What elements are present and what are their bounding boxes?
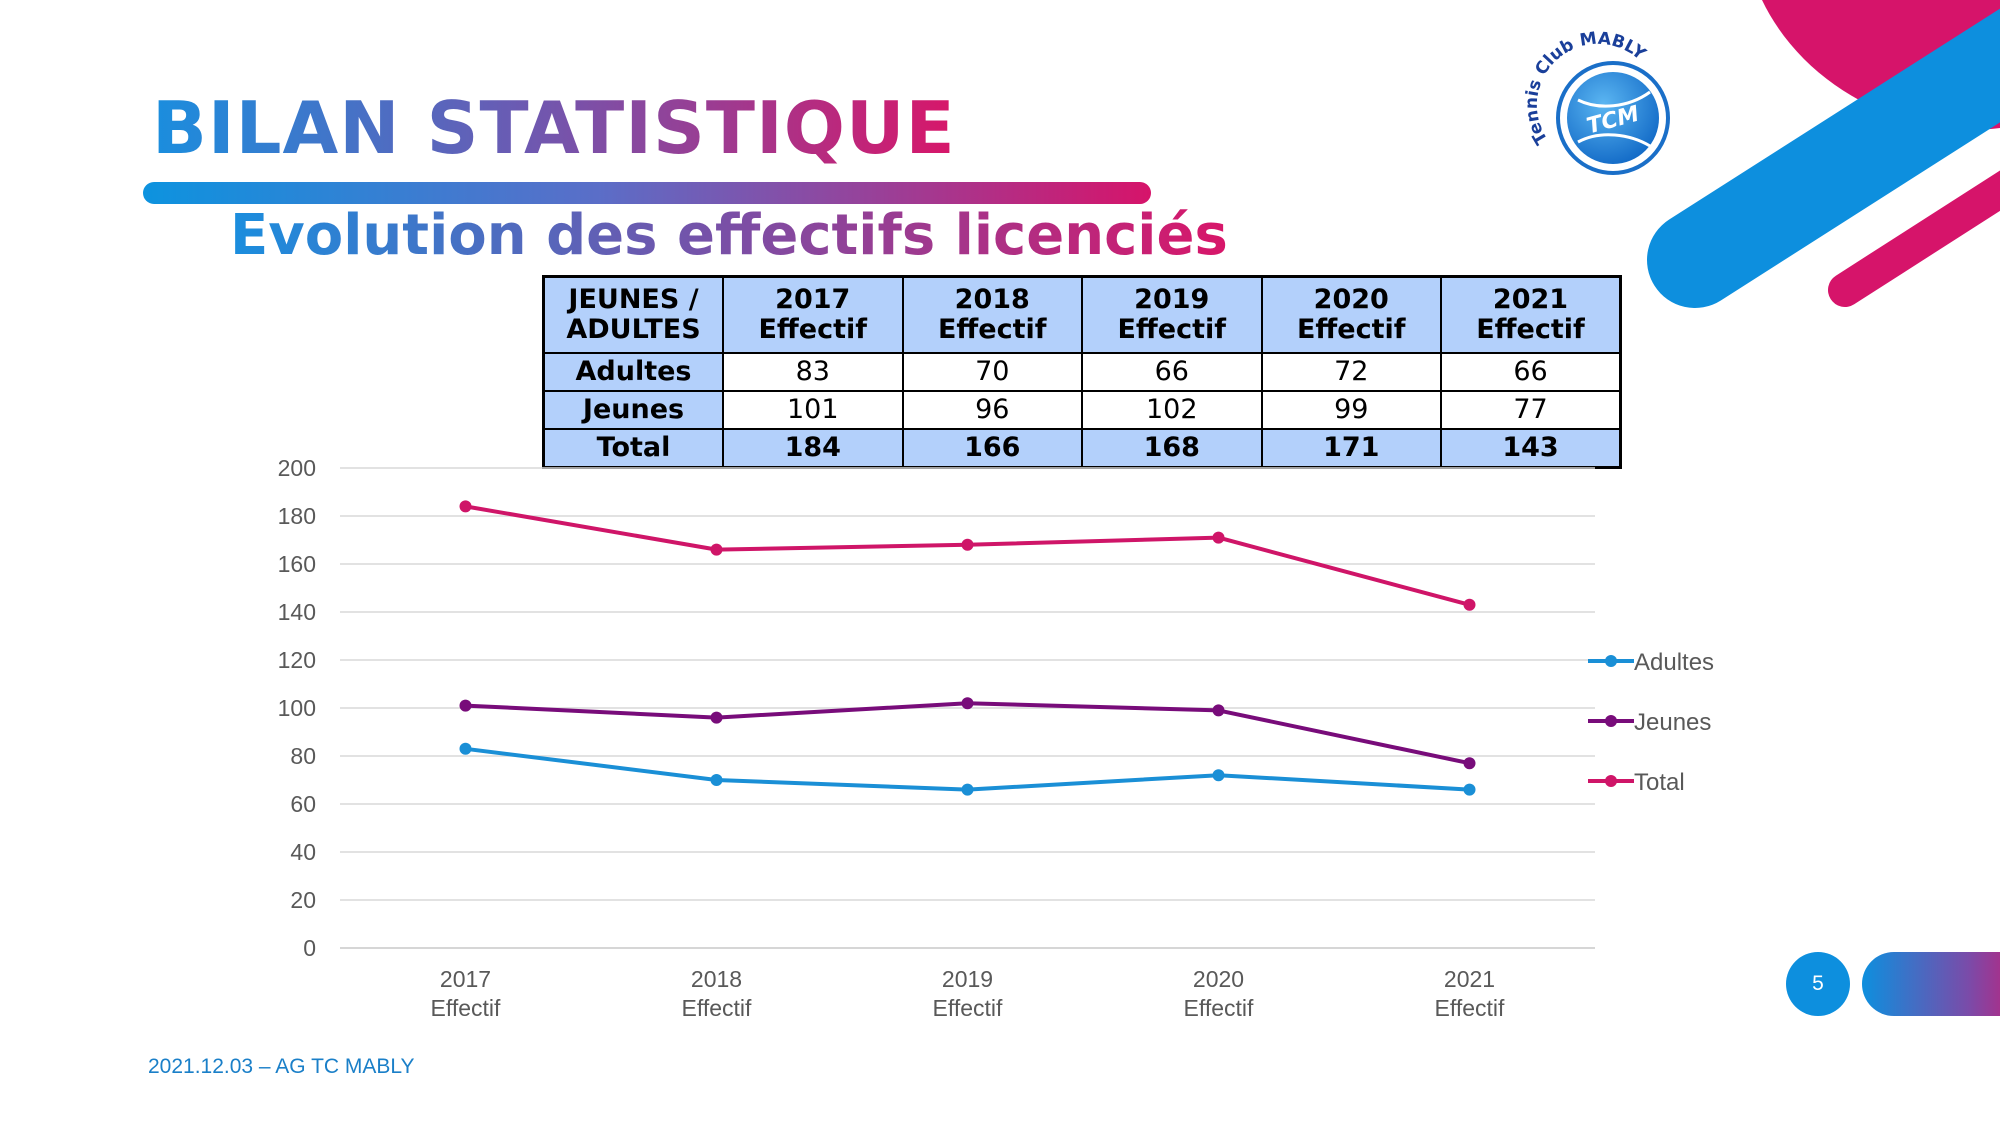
tennis-club-logo: TCM Tennis Club MABLY [1522,30,1670,175]
x-tick-label: 2017 [440,966,491,992]
y-tick-label: 80 [290,743,316,769]
x-tick-label: Effectif [933,995,1003,1021]
table-cell: 99 [1260,390,1442,430]
blue-diagonal-band [1647,8,2000,308]
pink-diagonal-band [1828,170,2000,307]
row-label: Adultes [542,352,724,392]
row-label: Jeunes [542,390,724,430]
column-label: Effectif [1476,314,1585,345]
column-year: 2018 [954,284,1030,316]
data-point [459,699,472,712]
column-year: 2021 [1492,284,1569,316]
title-underline-bar [143,182,1151,204]
table-cell: 77 [1440,390,1622,430]
decorative-pill [1862,952,2000,1016]
table-cell: 96 [901,390,1083,430]
table-header-row: JEUNES / ADULTES 2017 Effectif 2018 Effe… [542,275,1622,354]
table-cell: 66 [1081,352,1263,392]
x-tick-label: 2021 [1444,966,1495,992]
table-cell: 70 [901,352,1083,392]
x-tick-label: 2018 [691,966,742,992]
column-year: 2019 [1134,284,1210,316]
data-point [1212,704,1225,717]
page-number: 5 [1786,952,1850,1016]
table-cell: 101 [722,390,904,430]
corner-header-line1: JEUNES / [568,284,699,316]
data-point [961,697,974,710]
data-point [459,500,472,513]
table-row-jeunes: Jeunes 101 96 102 99 77 [542,390,1622,430]
column-year: 2020 [1313,284,1389,316]
y-tick-label: 200 [278,455,316,481]
table-cell: 184 [722,428,904,469]
table-cell: 102 [1081,390,1263,430]
column-label: Effectif [1117,314,1227,345]
table-cell: 72 [1260,352,1442,392]
column-label: Effectif [758,314,868,345]
table-cell: 66 [1440,352,1622,392]
legend-label: Adultes [1634,649,1714,676]
legend-label: Total [1634,769,1685,796]
series-line-adultes [465,746,1470,792]
table-cell: 168 [1081,428,1263,469]
table-cell: 83 [722,352,904,392]
data-point [1212,531,1225,544]
column-year: 2017 [775,284,851,316]
series-line-total [465,504,1471,607]
data-point [459,742,472,755]
column-label: Effectif [937,314,1047,345]
table-row-total: Total 184 166 168 171 143 [542,428,1622,469]
table-cell: 143 [1440,428,1622,469]
y-tick-label: 160 [278,551,316,577]
y-tick-label: 20 [290,887,316,913]
table-column-header: 2017 Effectif [722,275,904,354]
data-point [1212,769,1225,782]
y-tick-label: 60 [290,791,316,817]
slide-subtitle: Evolution des effectifs licenciés [230,203,1228,268]
data-point [961,538,974,551]
data-point [710,543,723,556]
y-tick-label: 0 [303,935,316,961]
slide-title: BILAN STATISTIQUE [152,86,956,170]
statistics-table: JEUNES / ADULTES 2017 Effectif 2018 Effe… [542,275,1622,469]
y-tick-label: 180 [278,503,316,529]
legend-label: Jeunes [1634,709,1711,736]
row-label: Total [542,428,724,469]
data-point [710,711,723,724]
data-point [1463,598,1476,611]
data-point [1463,783,1476,796]
table-cell: 166 [901,428,1083,469]
legend-swatch-marker [1605,775,1617,787]
data-point [1463,757,1476,770]
legend-swatch-marker [1605,715,1617,727]
table-column-header: 2020 Effectif [1260,275,1442,354]
table-row-adultes: Adultes 83 70 66 72 66 [542,352,1622,392]
corner-header-line2: ADULTES [566,314,701,345]
x-tick-label: Effectif [1435,995,1505,1021]
x-tick-label: Effectif [1184,995,1254,1021]
column-label: Effectif [1296,314,1406,345]
data-point [710,774,723,786]
footer-date: 2021.12.03 – AG TC MABLY [148,1055,415,1078]
legend-swatch-marker [1605,655,1617,667]
y-tick-label: 40 [290,839,316,865]
data-point [961,783,974,796]
table-cell: 171 [1260,428,1442,469]
table-column-header: 2018 Effectif [901,275,1083,354]
x-tick-label: 2020 [1193,966,1244,992]
x-tick-label: Effectif [682,995,752,1021]
x-tick-label: Effectif [431,995,501,1021]
table-corner-header: JEUNES / ADULTES [542,275,724,354]
series-line-jeunes [465,701,1470,766]
y-tick-label: 140 [278,599,316,625]
y-tick-label: 100 [278,695,316,721]
table-column-header: 2021 Effectif [1440,275,1622,354]
y-tick-label: 120 [278,647,316,673]
x-tick-label: 2019 [942,966,993,992]
table-column-header: 2019 Effectif [1081,275,1263,354]
